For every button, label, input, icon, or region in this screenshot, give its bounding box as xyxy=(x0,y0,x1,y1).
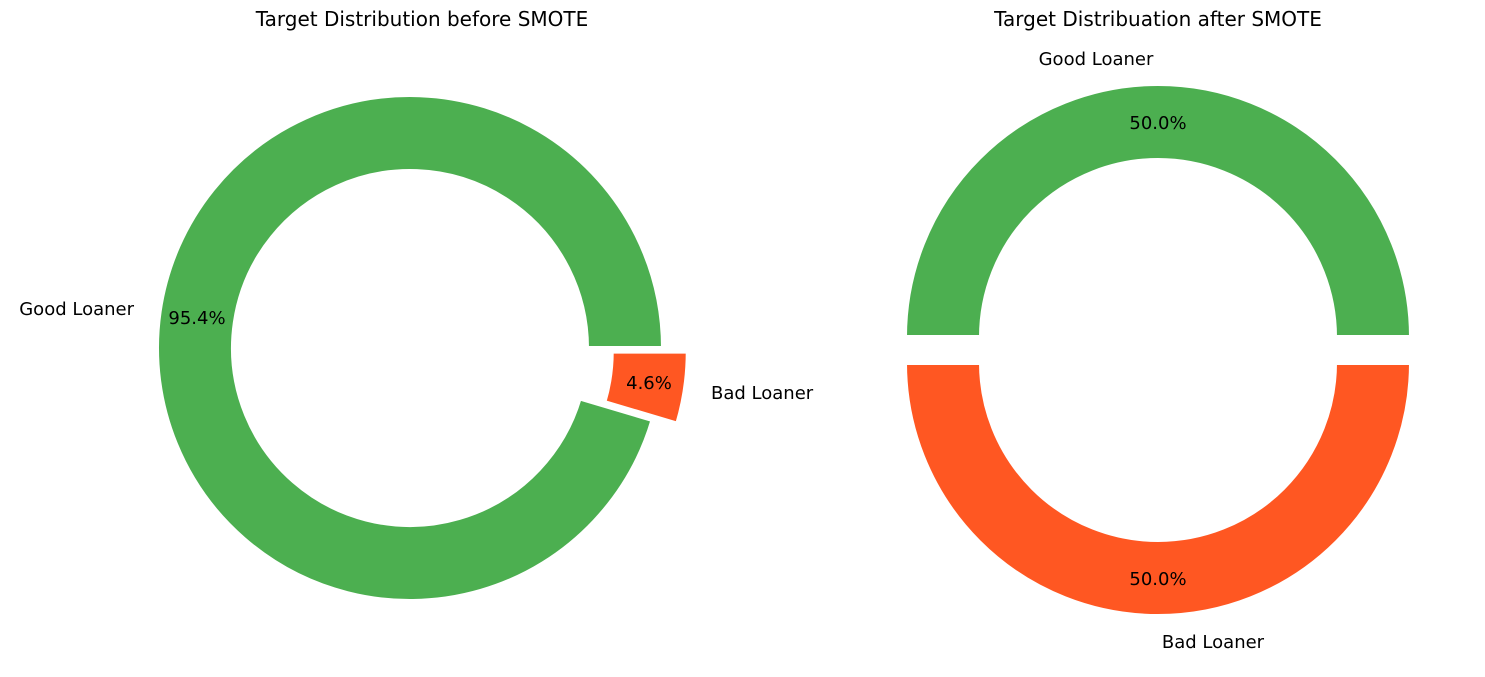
slice-good-loaner-after xyxy=(902,82,1414,339)
slice-bad-loaner-before xyxy=(601,349,690,427)
slice-label-good-loaner-before: Good Loaner xyxy=(19,299,134,320)
slice-bad-loaner-after xyxy=(902,361,1414,618)
chart-after-smote: Target Distribuation after SMOTE 50.0% 5… xyxy=(902,7,1414,653)
pct-label-good-loaner-after: 50.0% xyxy=(1129,113,1186,134)
chart-before-smote: Target Distribution before SMOTE 95.4% 4… xyxy=(19,7,814,603)
slice-label-good-loaner-after: Good Loaner xyxy=(1039,49,1154,70)
slice-good-loaner-before xyxy=(155,93,666,603)
slice-label-bad-loaner-after: Bad Loaner xyxy=(1162,632,1265,653)
slice-label-bad-loaner-before: Bad Loaner xyxy=(711,383,814,404)
chart-title-before: Target Distribution before SMOTE xyxy=(255,7,589,31)
pct-label-bad-loaner-before: 4.6% xyxy=(626,373,672,394)
pct-label-bad-loaner-after: 50.0% xyxy=(1129,569,1186,590)
chart-title-after: Target Distribuation after SMOTE xyxy=(993,7,1322,31)
pct-label-good-loaner-before: 95.4% xyxy=(168,308,225,329)
